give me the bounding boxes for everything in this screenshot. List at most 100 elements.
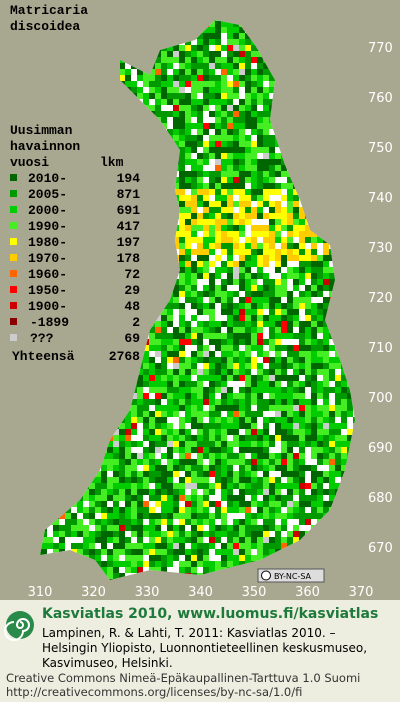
grid-cell	[245, 477, 251, 483]
grid-cell	[101, 531, 107, 537]
grid-cell	[347, 405, 353, 411]
grid-cell	[251, 495, 257, 501]
grid-cell	[215, 339, 221, 345]
grid-cell	[335, 429, 341, 435]
grid-cell	[71, 519, 77, 525]
grid-cell	[293, 231, 299, 237]
grid-cell	[197, 225, 203, 231]
grid-cell	[335, 399, 341, 405]
grid-cell	[341, 393, 347, 399]
grid-cell	[257, 321, 263, 327]
grid-cell	[323, 411, 329, 417]
grid-cell	[179, 177, 185, 183]
grid-cell	[305, 255, 311, 261]
grid-cell	[233, 393, 239, 399]
grid-cell	[203, 531, 209, 537]
grid-cell	[179, 321, 185, 327]
grid-cell	[203, 285, 209, 291]
grid-cell	[299, 345, 305, 351]
grid-cell	[197, 507, 203, 513]
grid-cell	[269, 405, 275, 411]
grid-cell	[185, 195, 191, 201]
grid-cell	[275, 171, 281, 177]
grid-cell	[161, 93, 167, 99]
grid-cell	[335, 471, 341, 477]
grid-cell	[251, 159, 257, 165]
grid-cell	[299, 399, 305, 405]
grid-cell	[215, 363, 221, 369]
grid-cell	[149, 567, 155, 573]
grid-cell	[311, 393, 317, 399]
grid-cell	[137, 543, 143, 549]
grid-cell	[155, 489, 161, 495]
grid-cell	[167, 399, 173, 405]
grid-cell	[215, 153, 221, 159]
grid-y-label: 680	[368, 491, 393, 506]
grid-cell	[323, 339, 329, 345]
grid-cell	[281, 519, 287, 525]
grid-cell	[137, 567, 143, 573]
legend-label: 2000-	[28, 203, 67, 218]
grid-cell	[149, 69, 155, 75]
grid-cell	[257, 165, 263, 171]
grid-cell	[275, 315, 281, 321]
grid-cell	[281, 273, 287, 279]
grid-cell	[233, 369, 239, 375]
grid-cell	[269, 99, 275, 105]
grid-cell	[203, 249, 209, 255]
grid-cell	[311, 501, 317, 507]
grid-cell	[53, 549, 59, 555]
grid-cell	[233, 123, 239, 129]
grid-cell	[311, 417, 317, 423]
grid-y-label: 750	[368, 141, 393, 156]
grid-cell	[269, 159, 275, 165]
grid-cell	[275, 363, 281, 369]
grid-cell	[197, 531, 203, 537]
grid-cell	[323, 345, 329, 351]
grid-cell	[161, 369, 167, 375]
grid-cell	[221, 387, 227, 393]
grid-cell	[275, 309, 281, 315]
grid-cell	[245, 165, 251, 171]
grid-cell	[287, 195, 293, 201]
grid-cell	[305, 483, 311, 489]
grid-cell	[95, 507, 101, 513]
grid-cell	[221, 543, 227, 549]
grid-cell	[179, 249, 185, 255]
grid-cell	[203, 75, 209, 81]
grid-cell	[287, 465, 293, 471]
grid-cell	[179, 459, 185, 465]
grid-cell	[269, 201, 275, 207]
grid-cell	[299, 255, 305, 261]
grid-cell	[233, 27, 239, 33]
grid-cell	[281, 525, 287, 531]
grid-cell	[257, 393, 263, 399]
grid-cell	[197, 351, 203, 357]
grid-cell	[209, 537, 215, 543]
grid-cell	[179, 129, 185, 135]
grid-cell	[227, 153, 233, 159]
grid-cell	[89, 507, 95, 513]
grid-cell	[233, 63, 239, 69]
grid-cell	[329, 279, 335, 285]
grid-cell	[275, 327, 281, 333]
grid-cell	[173, 405, 179, 411]
grid-cell	[305, 375, 311, 381]
grid-cell	[173, 285, 179, 291]
grid-cell	[149, 531, 155, 537]
grid-cell	[323, 477, 329, 483]
grid-cell	[263, 129, 269, 135]
grid-cell	[239, 369, 245, 375]
grid-cell	[263, 159, 269, 165]
grid-cell	[203, 453, 209, 459]
grid-cell	[173, 57, 179, 63]
grid-cell	[221, 201, 227, 207]
grid-cell	[287, 489, 293, 495]
grid-cell	[335, 441, 341, 447]
grid-cell	[89, 489, 95, 495]
grid-cell	[143, 453, 149, 459]
grid-cell	[167, 537, 173, 543]
grid-cell	[179, 105, 185, 111]
grid-cell	[161, 375, 167, 381]
license-badge-box	[257, 568, 325, 583]
